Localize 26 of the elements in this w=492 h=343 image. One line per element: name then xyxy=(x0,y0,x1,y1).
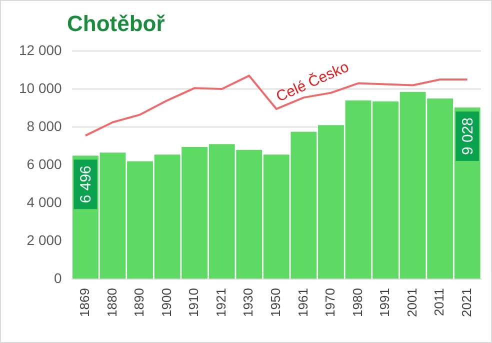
x-tick-label: 1961 xyxy=(295,288,310,317)
y-tick-label: 8 000 xyxy=(26,118,62,134)
x-tick-label: 2001 xyxy=(404,288,420,317)
x-tick-label: 2011 xyxy=(432,288,447,316)
data-label: 6 496 xyxy=(78,166,95,204)
x-tick-label: 1991 xyxy=(377,288,392,317)
x-tick-label: 1880 xyxy=(104,288,120,317)
y-tick-label: 10 000 xyxy=(18,80,62,96)
y-tick-label: 0 xyxy=(54,270,62,286)
data-label: 9 028 xyxy=(460,117,476,156)
x-tick-label: 1970 xyxy=(322,288,338,317)
x-tick-label: 1869 xyxy=(77,288,92,317)
chart-title: Chotěboř xyxy=(67,11,165,37)
x-tick-label: 1930 xyxy=(240,288,256,317)
y-tick-label: 6 000 xyxy=(26,156,62,172)
y-tick-label: 4 000 xyxy=(26,194,62,210)
x-tick-label: 1950 xyxy=(268,288,283,317)
y-tick-label: 12 000 xyxy=(18,42,62,58)
x-tick-label: 1890 xyxy=(132,288,147,317)
x-tick-label: 2021 xyxy=(458,288,474,317)
x-tick-label: 1980 xyxy=(350,288,365,317)
text: Celé Česko xyxy=(273,58,352,106)
x-tick-label: 1910 xyxy=(186,288,202,317)
y-tick-label: 2 000 xyxy=(26,232,62,248)
x-tick-label: 1921 xyxy=(213,288,228,317)
x-tick-label: 1900 xyxy=(158,288,174,317)
